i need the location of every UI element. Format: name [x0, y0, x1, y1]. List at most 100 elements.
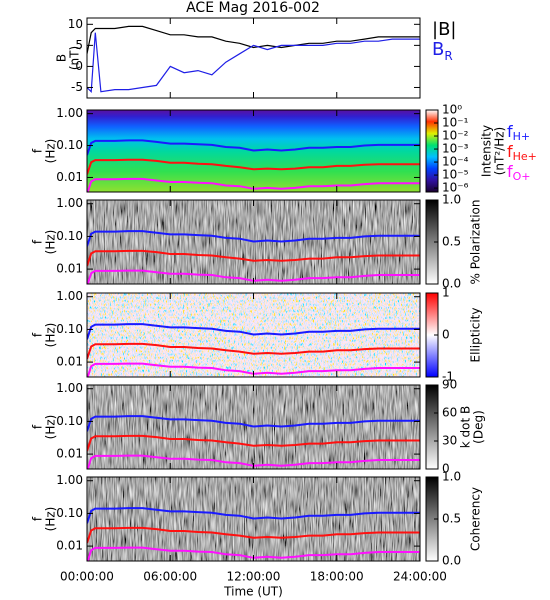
y-tick-label: 0.01: [56, 539, 83, 553]
y-axis-label: f: [31, 239, 45, 244]
series-line: [87, 158, 420, 175]
colorbar: [425, 384, 439, 470]
y-axis-label: (Hz): [44, 323, 58, 348]
plot-area: [87, 139, 420, 192]
legend-label: fHe+: [507, 142, 537, 164]
series-line: [87, 230, 420, 247]
colorbar-tick-label: -1: [442, 370, 454, 384]
x-tick-label: 12:00:00: [227, 570, 281, 584]
colorbar-tick-label: 30: [442, 434, 457, 448]
colorbar-label: Ellipticity: [469, 308, 483, 363]
colorbar: [425, 109, 439, 193]
colorbar-label: % Polarization: [469, 200, 483, 285]
plot-frame: [86, 17, 421, 99]
colorbar-tick-label: 0.0: [442, 554, 461, 568]
colorbar-tick-label: 10⁻³: [442, 142, 469, 156]
legend-text: f: [507, 122, 513, 141]
y-tick-label: 0.01: [56, 170, 83, 184]
y-axis-label: f: [31, 516, 45, 521]
series-line: [87, 139, 420, 156]
legend-label: BR: [432, 39, 453, 63]
plot-area: [87, 507, 420, 561]
x-tick-label: 24:00:00: [393, 570, 447, 584]
y-axis-label: (nT): [68, 46, 82, 70]
y-tick-label: 0.10: [56, 138, 83, 152]
y-tick-label: 1.00: [56, 106, 83, 120]
colorbar-tick-label: 10⁻¹: [442, 116, 469, 130]
colorbar-label: k dot B: [459, 406, 473, 448]
colorbar-tick-label: 10⁻⁵: [442, 168, 469, 182]
y-axis-label: (Hz): [44, 230, 58, 255]
series-line: [87, 362, 420, 377]
x-axis-label: Time (UT): [223, 585, 283, 599]
colorbar-tick-label: 10⁻²: [442, 129, 469, 143]
y-tick-label: 0.01: [56, 262, 83, 276]
colorbar-label: (nT²/Hz): [493, 127, 507, 175]
y-axis-label: (Hz): [44, 415, 58, 440]
y-axis-label: B: [55, 54, 69, 62]
colorbar-tick-label: 10⁰: [442, 103, 462, 117]
y-axis-label: f: [31, 148, 45, 153]
series-line: [87, 25, 420, 54]
plot-area: [87, 415, 420, 469]
legend-text: B: [432, 39, 444, 60]
legend-text: f: [507, 162, 513, 181]
legend-text: f: [507, 142, 513, 161]
series-line: [87, 323, 420, 340]
series-line: [87, 269, 420, 284]
colorbar-tick-label: 0: [442, 462, 450, 476]
plot-area: [87, 230, 420, 284]
legend-subscript: R: [444, 49, 452, 63]
chart-title: ACE Mag 2016-002: [186, 0, 320, 16]
series-line: [87, 415, 420, 432]
colorbar-tick-label: 0: [442, 328, 450, 342]
series-line: [87, 546, 420, 561]
colorbar-tick-label: 90: [442, 378, 457, 392]
legend-label: fO+: [507, 162, 531, 184]
plot-area: [87, 323, 420, 377]
legend-text: |B|: [432, 19, 456, 40]
y-tick-label: 0.10: [56, 322, 83, 336]
series-line: [87, 177, 420, 192]
legend-subscript: O+: [513, 170, 531, 183]
x-tick-label: 06:00:00: [143, 570, 197, 584]
y-tick-label: 0: [75, 59, 83, 73]
y-tick-label: 10: [68, 17, 83, 31]
series-line: [87, 32, 420, 94]
colorbar-tick-label: 1.0: [442, 470, 461, 484]
colorbar-tick-label: 1: [442, 286, 450, 300]
y-tick-label: 0.10: [56, 414, 83, 428]
y-tick-label: 1.00: [56, 196, 83, 210]
y-axis-label: f: [31, 424, 45, 429]
legend-label: fH+: [507, 122, 530, 144]
colorbar-tick-label: 10⁻⁶: [442, 181, 469, 195]
series-line: [87, 526, 420, 544]
colorbar-tick-label: 0.5: [442, 512, 461, 526]
colorbar-label: Coherency: [469, 487, 483, 551]
y-tick-label: 0.01: [56, 447, 83, 461]
colorbar-tick-label: 10⁻⁴: [442, 155, 469, 169]
colorbar-tick-label: 60: [442, 406, 457, 420]
y-tick-label: 1.00: [56, 473, 83, 487]
colorbar-label: Intensity: [480, 125, 494, 177]
y-axis-label: (Hz): [44, 507, 58, 532]
series-line: [87, 249, 420, 267]
legend-label: |B|: [432, 19, 456, 40]
y-tick-label: 0.10: [56, 229, 83, 243]
series-line: [87, 454, 420, 469]
series-line: [87, 342, 420, 360]
legend-subscript: He+: [513, 150, 537, 163]
x-tick-label: 18:00:00: [310, 570, 364, 584]
y-tick-label: 0.01: [56, 355, 83, 369]
plot-area: [87, 25, 420, 94]
legend-subscript: H+: [513, 130, 531, 143]
series-line: [87, 507, 420, 524]
y-tick-label: -5: [71, 80, 83, 94]
y-axis-label: (Hz): [44, 139, 58, 164]
colorbar-tick-label: 1.0: [442, 193, 461, 207]
y-tick-label: 1.00: [56, 381, 83, 395]
y-tick-label: 0.10: [56, 506, 83, 520]
y-axis-label: f: [31, 332, 45, 337]
x-tick-label: 00:00:00: [60, 570, 114, 584]
